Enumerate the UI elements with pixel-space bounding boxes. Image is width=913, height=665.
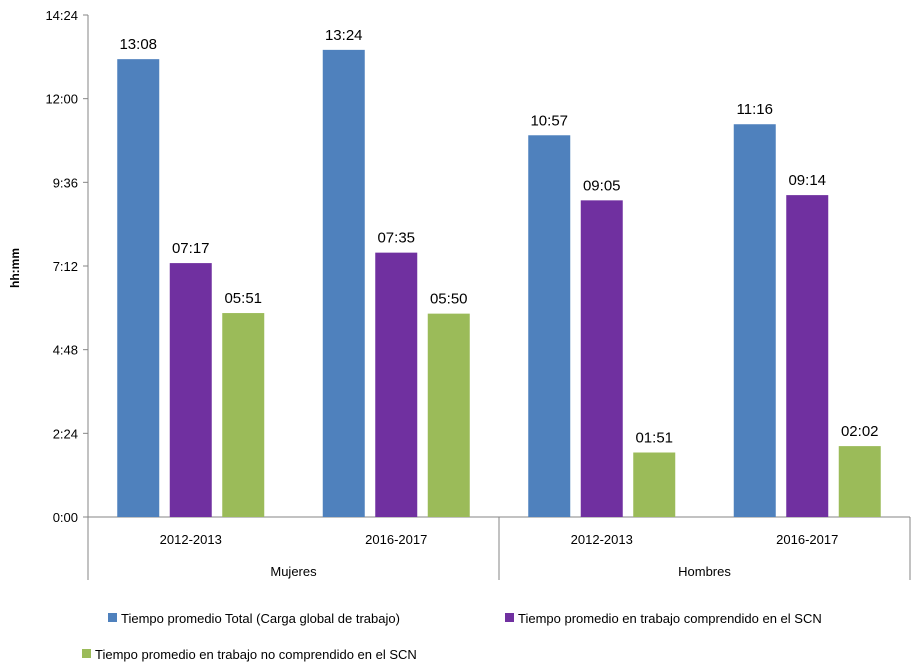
bars <box>117 49 881 518</box>
y-tick-label: 12:00 <box>45 92 78 107</box>
data-label: 07:17 <box>172 240 210 257</box>
legend-swatch <box>82 649 91 658</box>
x-tick-label: 2016-2017 <box>776 532 838 547</box>
data-label: 07:35 <box>377 230 415 247</box>
bar <box>580 200 623 517</box>
y-tick-label: 4:48 <box>53 343 78 358</box>
y-tick-label: 14:24 <box>45 8 78 23</box>
bar <box>169 263 212 517</box>
x-group-label: Mujeres <box>270 564 317 579</box>
x-tick-label: 2012-2013 <box>571 532 633 547</box>
data-label: 13:08 <box>119 36 157 53</box>
y-tick-label: 7:12 <box>53 259 78 274</box>
legend-label: Tiempo promedio en trabajo comprendido e… <box>518 611 822 626</box>
bar <box>222 313 265 517</box>
data-labels: 13:08 13:24 10:57 11:16 07:17 07:35 09:05 09:14… <box>119 27 878 447</box>
data-label: 11:16 <box>737 101 773 118</box>
y-tick-label: 9:36 <box>53 175 78 190</box>
legend: Tiempo promedio Total (Carga global de t… <box>82 611 822 662</box>
bar <box>117 59 160 517</box>
legend-swatch <box>505 613 514 622</box>
legend-label: Tiempo promedio Total (Carga global de t… <box>121 611 400 626</box>
data-label: 13:24 <box>325 27 363 44</box>
x-tick-label: 2016-2017 <box>365 532 427 547</box>
axes: 0:00 2:24 4:48 7:12 9:36 12:00 14:24 2012-2013 2… <box>45 8 911 580</box>
data-label: 10:57 <box>530 112 568 129</box>
bar <box>427 313 470 517</box>
legend-label: Tiempo promedio en trabajo no comprendid… <box>95 647 417 662</box>
bar <box>322 49 365 517</box>
data-label: 02:02 <box>841 423 879 440</box>
bar <box>528 135 571 518</box>
data-label: 01:51 <box>635 430 673 447</box>
x-tick-label: 2012-2013 <box>160 532 222 547</box>
bar <box>633 452 676 517</box>
bar <box>733 124 776 518</box>
data-label: 05:50 <box>430 291 468 308</box>
data-label: 09:14 <box>788 172 826 189</box>
y-tick-label: 2:24 <box>53 426 78 441</box>
x-group-label: Hombres <box>678 564 731 579</box>
bar <box>838 446 881 517</box>
legend-swatch <box>108 613 117 622</box>
bar <box>375 252 418 517</box>
data-label: 05:51 <box>224 290 262 307</box>
data-label: 09:05 <box>583 177 621 194</box>
bar <box>786 195 829 518</box>
y-tick-label: 0:00 <box>53 510 78 525</box>
y-axis-label: hh:mm <box>8 248 22 288</box>
